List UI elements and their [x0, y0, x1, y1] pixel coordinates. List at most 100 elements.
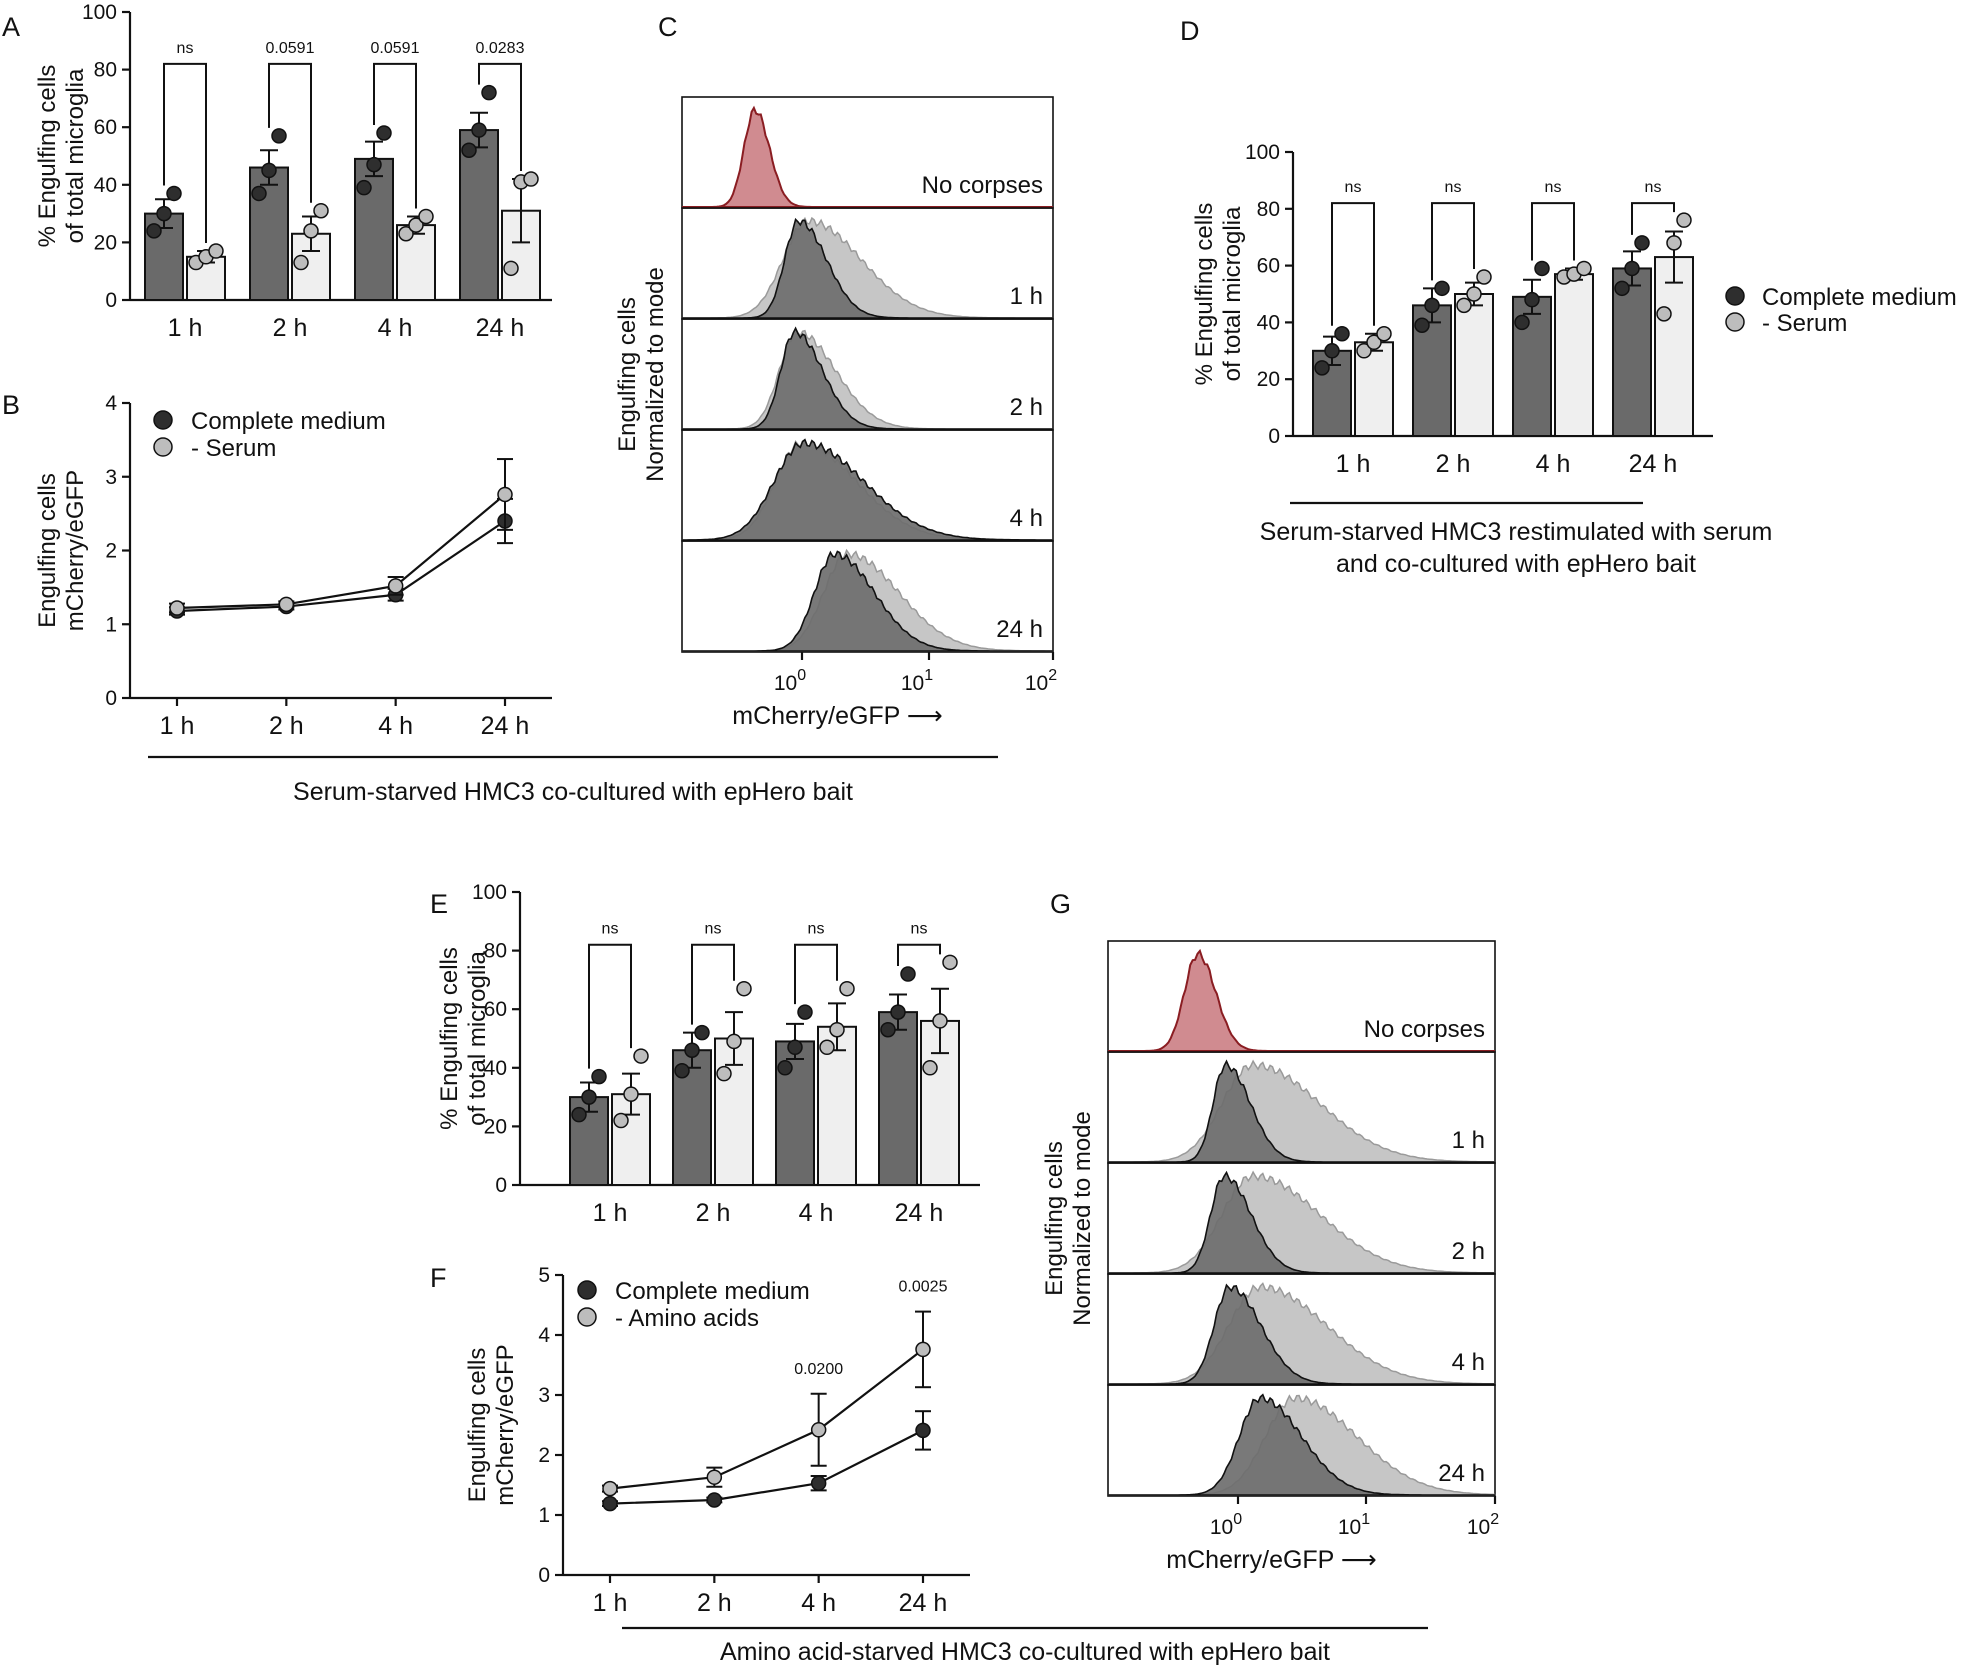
data-point [915, 1422, 931, 1439]
data-point [356, 179, 372, 196]
data-point [208, 243, 224, 259]
data-point [900, 966, 916, 982]
x-category-label: 24 h [899, 1589, 948, 1617]
data-point [674, 1062, 690, 1079]
significance-label: ns [602, 921, 619, 938]
legend-b: Complete medium - Serum [153, 408, 386, 462]
data-point [829, 1021, 845, 1038]
y-tick-label: 20 [484, 1115, 507, 1138]
x-category-label: 4 h [1536, 450, 1571, 478]
data-point [633, 1048, 649, 1064]
significance-label: ns [911, 921, 928, 938]
histogram-complete [682, 326, 1053, 430]
histogram-row-label: 4 h [1452, 1349, 1485, 1376]
data-point [571, 1106, 587, 1123]
data-point [726, 1033, 742, 1050]
y-axis-title-line2: mCherry/eGFP [62, 470, 89, 631]
histogram-row [681, 540, 1054, 653]
histogram-complete [1108, 1170, 1495, 1274]
significance-bracket [478, 62, 522, 172]
caption-serum: Serum-starved HMC3 co-cultured with epHe… [148, 755, 998, 806]
y-tick-label: 5 [538, 1264, 550, 1287]
x-tick-label: 100 [1210, 1511, 1242, 1539]
x-category-label: 1 h [160, 712, 195, 740]
significance-label: ns [1345, 179, 1362, 196]
y-axis-title-line2: mCherry/eGFP [492, 1344, 519, 1505]
data-point [706, 1492, 723, 1508]
data-point [523, 171, 539, 187]
p-value-annotation: 0.0025 [899, 1279, 948, 1296]
data-point [684, 1042, 700, 1058]
y-axis-title-line2: of total microglia [62, 68, 89, 243]
data-point [1624, 260, 1640, 277]
data-point [787, 1039, 803, 1056]
data-point [408, 217, 424, 233]
data-point [1314, 360, 1330, 376]
data-point [278, 596, 295, 613]
histogram-starved [1108, 1170, 1496, 1274]
data-point [497, 486, 513, 503]
histogram-complete [682, 217, 1053, 319]
data-point [1514, 314, 1530, 331]
p-value-annotation: 0.0200 [794, 1361, 843, 1378]
y-tick-label: 100 [472, 881, 507, 904]
caption-amino: Amino acid-starved HMC3 co-cultured with… [622, 1626, 1428, 1666]
significance-bracket [268, 62, 312, 203]
x-category-label: 2 h [1436, 450, 1471, 478]
histogram-row [1107, 1384, 1496, 1497]
data-point [1614, 280, 1630, 297]
data-point [797, 1004, 813, 1020]
x-category-label: 1 h [168, 314, 203, 342]
data-point [1666, 235, 1682, 251]
data-point [1434, 280, 1450, 297]
histogram-complete [682, 438, 1053, 541]
y-tick-label: 0 [538, 1564, 550, 1587]
y-tick-label: 100 [1245, 141, 1280, 164]
panel-label-f: F [430, 1263, 447, 1293]
data-point [1456, 297, 1472, 314]
chart-b: 0 1 2 3 4 Engulfing cells mCherry/eGFP 1 h 2 h 4 … [34, 392, 552, 740]
significance-label: ns [1645, 179, 1662, 196]
caption-text-line1: Serum-starved HMC3 restimulated with ser… [1260, 518, 1773, 546]
histogram-starved [682, 326, 1053, 430]
data-point [366, 156, 382, 173]
y-tick-label: 60 [1257, 255, 1280, 278]
series-line-starved [609, 1348, 924, 1490]
panel-label-a: A [2, 12, 20, 42]
significance-label: ns [177, 40, 194, 57]
y-tick-label: 40 [1257, 311, 1280, 334]
y-tick-label: 0 [1268, 425, 1280, 448]
panel-label-b: B [2, 390, 20, 420]
y-tick-label: 80 [94, 59, 117, 82]
histogram-starved [1108, 1059, 1496, 1163]
y-axis-title-line2: Normalized to mode [1069, 1111, 1096, 1326]
histogram-starved [682, 216, 1053, 319]
histogram-complete [1108, 1283, 1495, 1385]
x-category-label: 24 h [481, 712, 530, 740]
y-tick-label: 40 [94, 174, 117, 197]
data-point [471, 122, 487, 138]
y-tick-label: 20 [1257, 368, 1280, 391]
x-category-label: 4 h [801, 1589, 836, 1617]
legend-d: Complete medium - Serum [1725, 284, 1957, 337]
bar-complete [1612, 267, 1652, 437]
y-tick-label: 60 [94, 116, 117, 139]
x-tick-label: 101 [901, 667, 933, 695]
legend-dark-dot [1725, 286, 1745, 306]
y-tick-label: 3 [105, 466, 117, 489]
histogram-complete [682, 550, 1053, 652]
data-point [581, 1089, 597, 1105]
bar-complete [459, 129, 499, 301]
histogram-row-label: No corpses [922, 172, 1043, 199]
data-point [942, 954, 958, 971]
data-point [261, 162, 277, 179]
significance-label: ns [1445, 179, 1462, 196]
y-tick-label: 4 [538, 1324, 550, 1347]
data-point [1424, 297, 1440, 314]
series-line-starved [176, 493, 506, 610]
significance-bracket [897, 943, 941, 967]
significance-bracket [588, 943, 632, 1069]
panel-label-c: C [658, 12, 678, 42]
x-category-label: 1 h [1336, 450, 1371, 478]
caption-text-line2: and co-cultured with epHero bait [1336, 550, 1696, 578]
